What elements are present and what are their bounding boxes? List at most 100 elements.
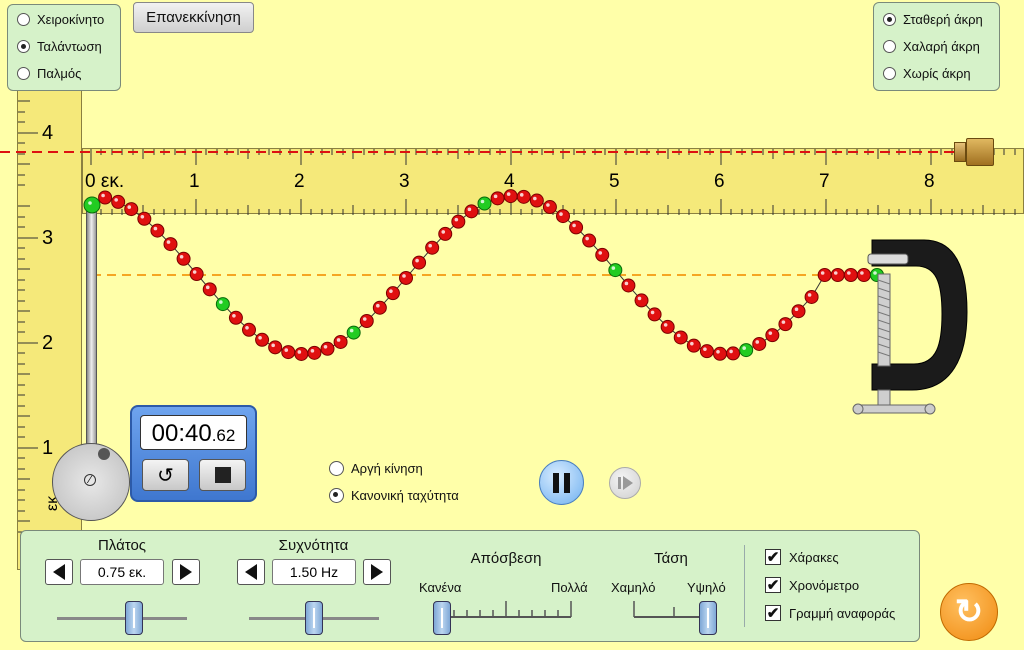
end-option-none[interactable]: Χωρίς άκρη [883, 66, 971, 81]
bead-highlight [271, 343, 275, 348]
bead [399, 270, 413, 285]
checkbox-reference-line[interactable]: ✔ Γραμμή αναφοράς [765, 605, 895, 621]
radio-button[interactable] [883, 40, 896, 53]
checkbox-label: Χρονόμετρο [789, 577, 860, 593]
bead-green[interactable] [83, 196, 101, 214]
bead-highlight [493, 194, 498, 199]
checkbox-rulers[interactable]: ✔ Χάρακες [765, 549, 839, 565]
wheel-screw-icon: ⁄ [84, 474, 96, 486]
mode-option-manual[interactable]: Χειροκίνητο [17, 12, 104, 27]
frequency-title: Συχνότητα [278, 537, 349, 554]
amplitude-slider-track[interactable] [57, 617, 187, 620]
bead-highlight [336, 338, 341, 342]
vertical-ruler[interactable]: 4 3 2 1 εκ. [17, 88, 82, 570]
bead [438, 226, 453, 241]
undo-icon: ↺ [157, 464, 174, 487]
stopwatch[interactable]: 00:40.62 ↺ [130, 405, 257, 502]
frequency-increase-button[interactable] [363, 559, 391, 585]
reset-all-button[interactable]: ↻ [940, 583, 998, 641]
mode-option-pulse[interactable]: Παλμός [17, 66, 81, 81]
reference-line-handle[interactable] [954, 142, 966, 162]
frequency-decrease-button[interactable] [237, 559, 265, 585]
bead-highlight [127, 205, 132, 209]
pause-button[interactable] [539, 460, 584, 505]
radio-button[interactable] [17, 67, 30, 80]
checkbox[interactable]: ✔ [765, 548, 781, 566]
radio-button[interactable] [329, 461, 344, 476]
damping-slider-track[interactable] [436, 595, 576, 625]
end-option-loose[interactable]: Χαλαρή άκρη [883, 39, 980, 54]
bead [137, 211, 152, 226]
bead [255, 332, 270, 347]
amplitude-decrease-button[interactable] [45, 559, 73, 585]
checkbox-label: Χάρακες [789, 549, 839, 565]
bead [804, 289, 819, 304]
amplitude-increase-button[interactable] [172, 559, 200, 585]
radio-button[interactable] [17, 13, 30, 26]
radio-button[interactable] [883, 67, 896, 80]
checkbox[interactable]: ✔ [765, 604, 781, 622]
bead-highlight [873, 271, 877, 275]
bead-green [739, 343, 754, 358]
end-option-fixed[interactable]: Σταθερή άκρη [883, 12, 983, 27]
mode-panel: Χειροκίνητο Ταλάντωση Παλμός [7, 4, 121, 91]
horizontal-ruler[interactable]: 0 εκ. 1 2 3 4 5 6 7 8 [82, 148, 1024, 215]
bead-green [608, 263, 623, 278]
bead [673, 330, 688, 345]
clamp [852, 239, 968, 415]
reference-line-handle-grip[interactable] [966, 138, 994, 166]
bead-highlight [205, 285, 210, 290]
bead [686, 338, 701, 353]
string-line [91, 195, 877, 355]
ruler-tick-0: 0 εκ. [85, 171, 125, 192]
checkbox-stopwatch[interactable]: ✔ Χρονόμετρο [765, 577, 859, 593]
restart-button[interactable]: Επανεκκίνηση [133, 2, 254, 33]
bead [176, 251, 191, 266]
bead-highlight [114, 198, 118, 202]
divider [744, 545, 745, 627]
bead-highlight [467, 207, 472, 212]
bead-highlight [650, 310, 655, 315]
wheel-pin [98, 448, 110, 460]
amplitude-slider-thumb[interactable] [125, 601, 143, 635]
mode-option-label: Ταλάντωση [37, 39, 102, 54]
vertical-ruler-tick-4: 4 [42, 122, 54, 144]
bead-highlight [585, 236, 589, 241]
bead [307, 345, 322, 360]
end-option-label: Χωρίς άκρη [903, 66, 971, 81]
speed-option-normal[interactable]: Κανονική ταχύτητα [329, 488, 459, 503]
ruler-tick-1: 1 [189, 171, 200, 192]
tension-slider-thumb[interactable] [699, 601, 717, 635]
radio-button[interactable] [883, 13, 896, 26]
bead-highlight [454, 217, 459, 222]
bead-highlight [833, 271, 838, 275]
bead [202, 282, 217, 297]
radio-button[interactable] [329, 488, 344, 503]
vertical-ruler-tick-2: 2 [42, 332, 54, 354]
bead [752, 336, 767, 351]
bead-highlight [88, 201, 92, 205]
stopwatch-stop-button[interactable] [199, 459, 246, 491]
bead-highlight [506, 192, 511, 196]
bead-highlight [546, 203, 550, 207]
step-button[interactable] [609, 467, 641, 499]
bead [778, 317, 793, 332]
damping-slider-thumb[interactable] [433, 601, 451, 635]
checkbox-label: Γραμμή αναφοράς [789, 605, 896, 621]
bead-highlight [533, 196, 537, 201]
mode-option-oscillate[interactable]: Ταλάντωση [17, 39, 102, 54]
bead-highlight [310, 349, 315, 353]
radio-button[interactable] [17, 40, 30, 53]
bead-highlight [362, 317, 367, 321]
frequency-slider-thumb[interactable] [305, 601, 323, 635]
speed-option-slow[interactable]: Αργή κίνηση [329, 461, 423, 476]
ruler-tick-4: 4 [504, 171, 515, 192]
checkbox[interactable]: ✔ [765, 576, 781, 594]
bead [228, 310, 243, 325]
bead-highlight [258, 335, 262, 340]
stopwatch-reset-button[interactable]: ↺ [142, 459, 189, 491]
left-arrow-icon [53, 564, 65, 580]
pause-icon [553, 472, 570, 493]
bead-highlight [781, 320, 786, 324]
